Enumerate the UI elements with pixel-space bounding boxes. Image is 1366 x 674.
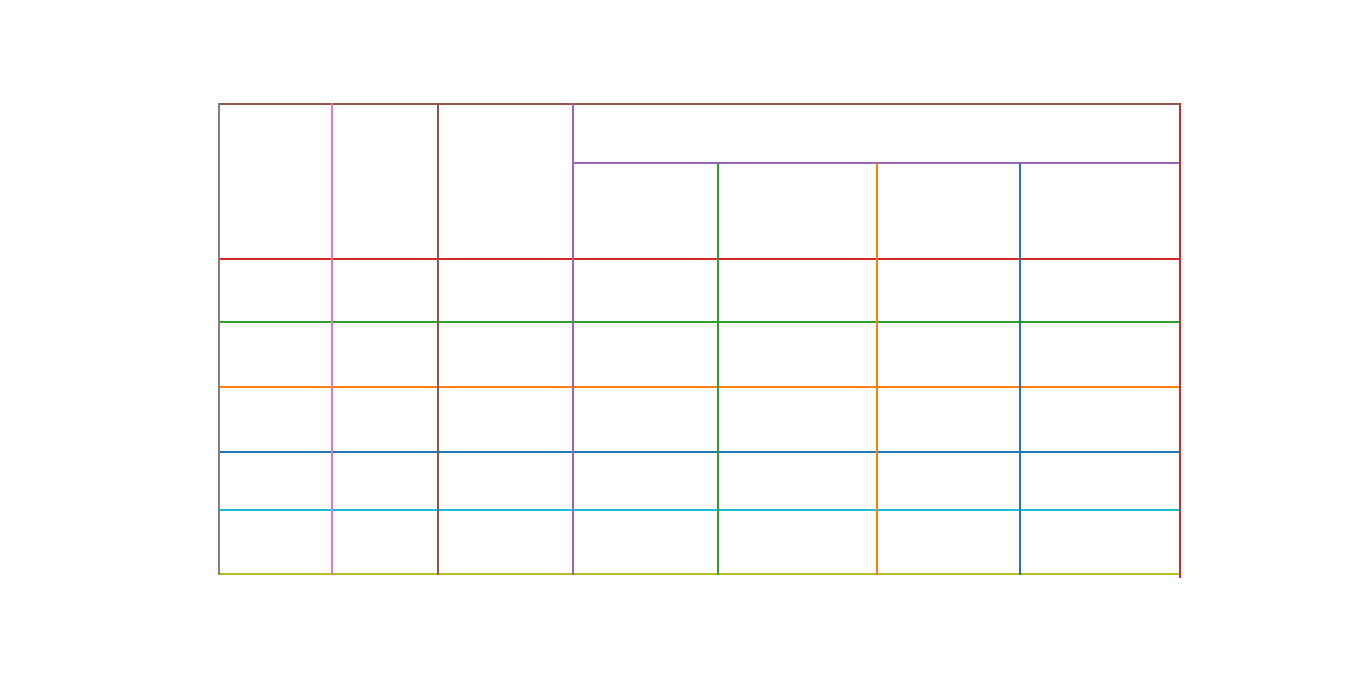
table-cell-r5-c6[interactable] — [1020, 452, 1181, 510]
column-divider-blue — [1019, 163, 1021, 575]
table-cell-r5-c0[interactable] — [219, 452, 332, 510]
table-cell-r0-c0[interactable] — [219, 103, 332, 163]
table-cell-r2-c4[interactable] — [718, 259, 877, 322]
row-divider-blue — [219, 451, 1181, 453]
table-cell-r2-c3[interactable] — [573, 259, 718, 322]
table-cell-r5-c3[interactable] — [573, 452, 718, 510]
table-cell-r3-c6[interactable] — [1020, 322, 1181, 387]
table-cell-r3-c0[interactable] — [219, 322, 332, 387]
table-cell-r5-c2[interactable] — [438, 452, 573, 510]
left-border-gray — [218, 103, 220, 575]
table-cell-r5-c1[interactable] — [332, 452, 438, 510]
column-divider-green — [717, 163, 719, 575]
table-cell-r4-c3[interactable] — [573, 387, 718, 452]
table-cell-r4-c0[interactable] — [219, 387, 332, 452]
table-cell-r2-c6[interactable] — [1020, 259, 1181, 322]
row-divider-green — [219, 321, 1181, 323]
column-divider-pink — [331, 103, 333, 575]
table-cell-r1-c4[interactable] — [718, 163, 877, 259]
table-cell-r4-c6[interactable] — [1020, 387, 1181, 452]
table-cell-r1-c1[interactable] — [332, 163, 438, 259]
top-border-brown — [219, 103, 1181, 105]
table-cell-r2-c1[interactable] — [332, 259, 438, 322]
table-cell-r4-c4[interactable] — [718, 387, 877, 452]
table-cell-r6-c6[interactable] — [1020, 510, 1181, 575]
column-divider-brown — [437, 103, 439, 575]
table-cell-r2-c5[interactable] — [877, 259, 1020, 322]
table-cell-r6-c2[interactable] — [438, 510, 573, 575]
table-cell-r3-c5[interactable] — [877, 322, 1020, 387]
table-cell-r3-c4[interactable] — [718, 322, 877, 387]
table-cell-r1-c5[interactable] — [877, 163, 1020, 259]
table-cell-r0-c4[interactable] — [718, 103, 877, 163]
table-cell-r4-c1[interactable] — [332, 387, 438, 452]
table-cell-r0-c6[interactable] — [1020, 103, 1181, 163]
table-cell-r0-c2[interactable] — [438, 103, 573, 163]
table-cell-r0-c5[interactable] — [877, 103, 1020, 163]
table-cell-r2-c2[interactable] — [438, 259, 573, 322]
row-divider-cyan — [219, 509, 1181, 511]
table-cell-r1-c0[interactable] — [219, 163, 332, 259]
table-cell-r6-c3[interactable] — [573, 510, 718, 575]
table-cell-r5-c5[interactable] — [877, 452, 1020, 510]
table-cell-r6-c5[interactable] — [877, 510, 1020, 575]
table-cell-r5-c4[interactable] — [718, 452, 877, 510]
right-border-red — [1179, 103, 1181, 578]
column-divider-orange — [876, 163, 878, 575]
table-cell-r3-c3[interactable] — [573, 322, 718, 387]
table-cell-r2-c0[interactable] — [219, 259, 332, 322]
table-cell-r1-c6[interactable] — [1020, 163, 1181, 259]
table-cell-r0-c1[interactable] — [332, 103, 438, 163]
table-cell-r4-c2[interactable] — [438, 387, 573, 452]
table-cell-r1-c2[interactable] — [438, 163, 573, 259]
table-cell-r6-c0[interactable] — [219, 510, 332, 575]
row-divider-orange — [219, 386, 1181, 388]
table-cell-r3-c2[interactable] — [438, 322, 573, 387]
bottom-border-olive — [219, 573, 1181, 575]
table-cell-r3-c1[interactable] — [332, 322, 438, 387]
row-divider-red — [219, 258, 1181, 260]
table-cell-r6-c4[interactable] — [718, 510, 877, 575]
table-cell-r1-c3[interactable] — [573, 163, 718, 259]
table-cell-r4-c5[interactable] — [877, 387, 1020, 452]
table-cell-r0-c3[interactable] — [573, 103, 718, 163]
table-cell-r6-c1[interactable] — [332, 510, 438, 575]
column-divider-purple — [572, 103, 574, 575]
